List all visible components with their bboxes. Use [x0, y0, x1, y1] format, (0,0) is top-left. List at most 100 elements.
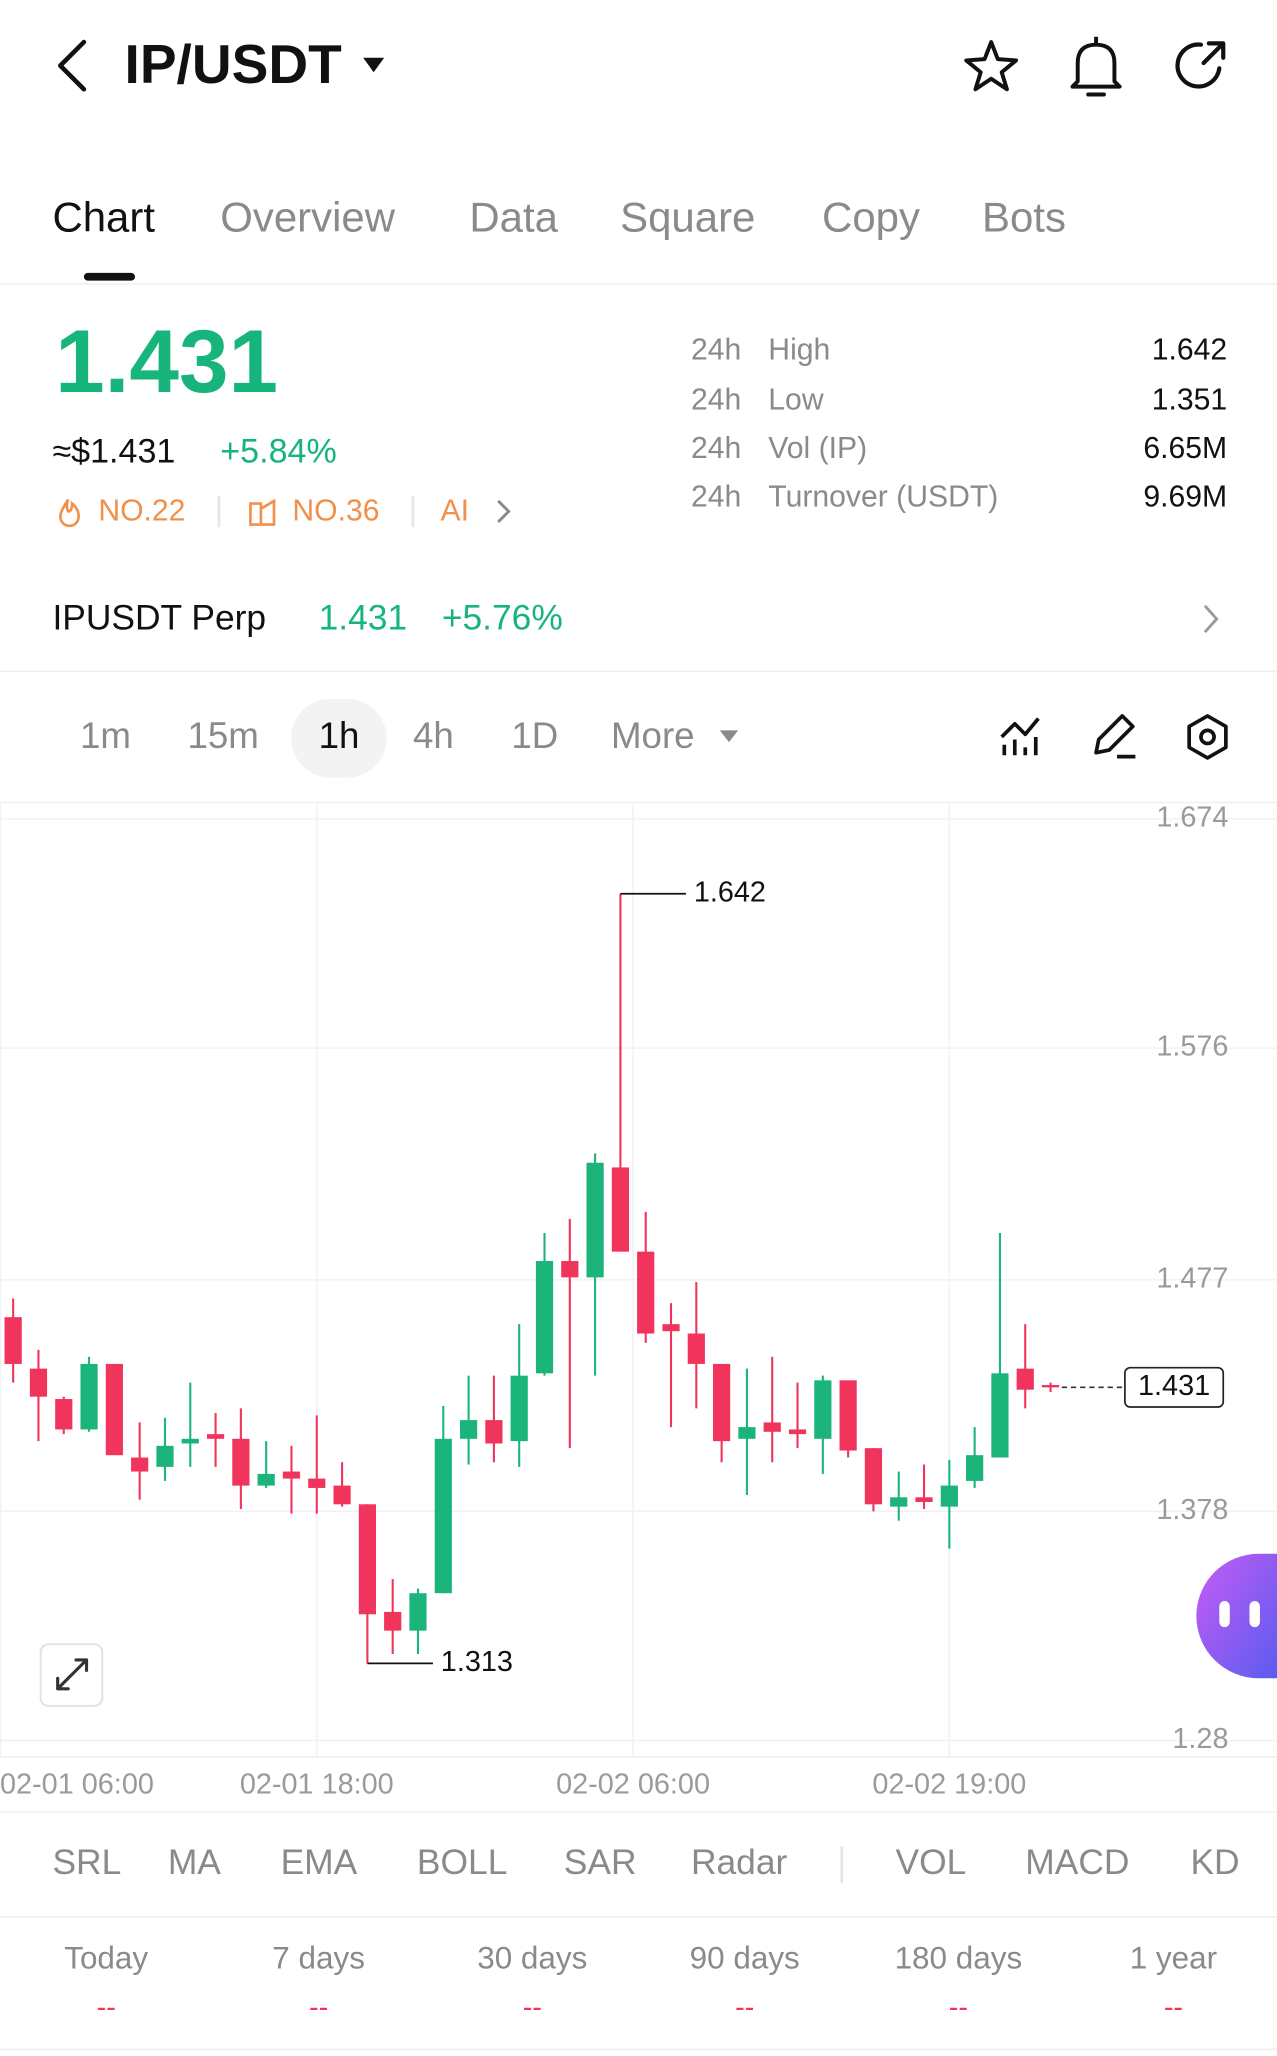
indicator[interactable]: VOL [895, 1843, 966, 1882]
candle-body [105, 1363, 123, 1456]
period-label: 180 days [895, 1940, 1023, 1975]
back-button[interactable] [58, 39, 87, 92]
tab[interactable]: Bots [982, 193, 1066, 240]
usd-price: ≈$1.431 [52, 433, 175, 471]
price-tag [1124, 1366, 1225, 1408]
stat-value: 1.351 [1152, 383, 1227, 416]
candle-body [637, 1251, 655, 1334]
assistant-button[interactable] [1196, 1553, 1277, 1679]
period-value: -- [735, 1991, 754, 2023]
period-label: 30 days [477, 1940, 587, 1975]
tool-line [1000, 717, 1040, 739]
candle-body [4, 1317, 22, 1364]
perp-change: +5.76% [442, 599, 563, 638]
tool-bars [1002, 736, 1038, 756]
sector-icon [249, 498, 276, 526]
candle-body [991, 1373, 1009, 1458]
perp-price: 1.431 [319, 599, 408, 638]
tab[interactable]: Overview [220, 193, 395, 240]
tab[interactable]: Copy [822, 193, 920, 240]
stat-label: High [768, 333, 830, 366]
indicator[interactable]: MACD [1025, 1843, 1129, 1882]
candle-body [55, 1399, 73, 1430]
pair-dropdown[interactable] [363, 57, 385, 73]
candle-body [434, 1438, 452, 1594]
low-label: 1.313 [441, 1646, 513, 1678]
candle-body [409, 1593, 427, 1631]
tab[interactable]: Chart [52, 193, 155, 240]
candle-body [459, 1420, 478, 1439]
more-dropdown[interactable] [719, 730, 739, 743]
price-tag-label: 1.431 [1138, 1370, 1210, 1402]
draw-tool[interactable] [1094, 714, 1136, 759]
indicator[interactable]: MA [168, 1843, 221, 1882]
stat-label: Low [768, 383, 824, 416]
hot-rank[interactable]: NO.22 [98, 495, 185, 528]
interval[interactable]: 1D [511, 715, 558, 756]
candle-body [80, 1363, 98, 1430]
stat-label: Vol (IP) [768, 432, 867, 465]
interval[interactable]: 1h [319, 715, 360, 756]
interval[interactable]: 1m [80, 715, 131, 756]
interval[interactable]: 15m [187, 715, 258, 756]
assistant-eye [1249, 1600, 1260, 1628]
hot-icon [58, 498, 80, 528]
expand-icon [56, 1658, 89, 1691]
candle-body [940, 1485, 958, 1507]
stat-label: Turnover (USDT) [768, 480, 998, 513]
candle-body [535, 1261, 554, 1374]
alert-icon[interactable] [1070, 36, 1122, 97]
candlestick-chart: 1.674 1.576 1.477 1.378 1.28 02-01 06:00 02-01… [0, 801, 1277, 1800]
candle-body [814, 1380, 832, 1439]
y-tick-label: 1.674 [1156, 801, 1228, 833]
candle-body [586, 1162, 604, 1278]
favorite-icon[interactable] [964, 40, 1019, 92]
tab[interactable]: Square [620, 193, 755, 240]
candle-body [662, 1324, 680, 1332]
perp-chevron[interactable] [1203, 604, 1219, 634]
share-icon[interactable] [1175, 41, 1226, 89]
indicator[interactable]: SRL [52, 1843, 121, 1882]
settings-tool[interactable] [1187, 714, 1228, 760]
indicator[interactable]: KD [1190, 1843, 1239, 1882]
sector-rank[interactable]: NO.36 [292, 495, 379, 528]
candle-body [763, 1422, 781, 1432]
indicator[interactable]: EMA [281, 1843, 358, 1882]
pair-title[interactable]: IP/USDT [125, 33, 343, 95]
candle-body [384, 1611, 402, 1631]
x-tick-label: 02-01 06:00 [0, 1768, 154, 1800]
period-label: 7 days [272, 1940, 365, 1975]
perp-name[interactable]: IPUSDT Perp [52, 599, 266, 638]
high-label: 1.642 [694, 876, 766, 908]
ai-link[interactable]: AI [441, 495, 469, 528]
indicator[interactable]: SAR [564, 1843, 637, 1882]
candle-body [308, 1478, 326, 1488]
stat-period: 24h [691, 383, 741, 416]
period-value: -- [949, 1991, 968, 2023]
interval[interactable]: 4h [413, 715, 454, 756]
candle-body [788, 1429, 807, 1435]
tab[interactable]: Data [469, 193, 558, 240]
period-label: 90 days [690, 1940, 800, 1975]
period-value: -- [97, 1991, 116, 2023]
interval[interactable]: More [611, 715, 695, 756]
period-value: -- [1164, 1991, 1183, 2023]
y-tick-label: 1.576 [1156, 1031, 1228, 1063]
ai-chevron[interactable] [497, 499, 511, 523]
candle-body [1016, 1368, 1034, 1390]
indicator-tool[interactable] [1000, 717, 1040, 756]
candle-body [358, 1504, 376, 1615]
hexagon [1187, 714, 1228, 760]
indicator[interactable]: Radar [691, 1843, 788, 1882]
candle-body [181, 1438, 199, 1444]
last-price: 1.431 [55, 311, 278, 411]
indicator[interactable]: BOLL [417, 1843, 507, 1882]
candle-body [611, 1167, 630, 1252]
candle-body [206, 1434, 225, 1439]
stat-period: 24h [691, 480, 741, 513]
candle-body [966, 1455, 984, 1481]
interval-selected-bg [291, 698, 387, 778]
candle-body [510, 1375, 528, 1442]
